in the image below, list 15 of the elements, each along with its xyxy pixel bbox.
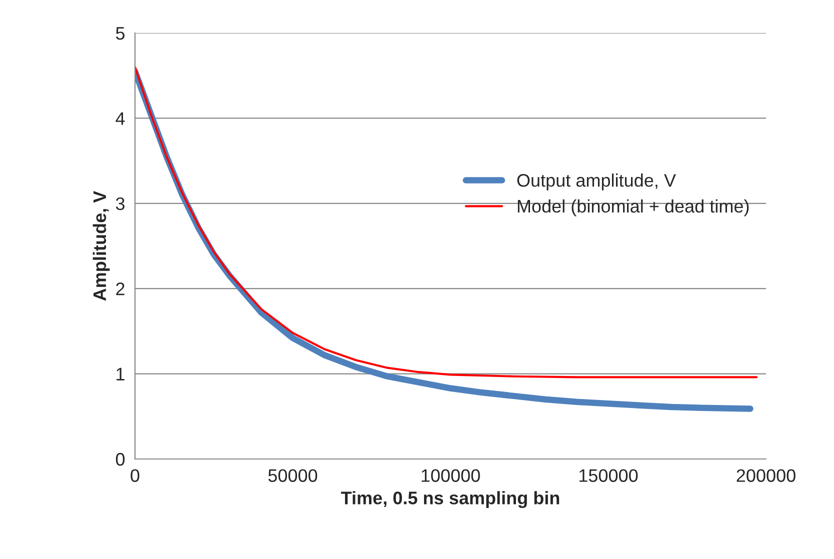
y-tick-label: 0 <box>116 452 125 466</box>
legend-label: Output amplitude, V <box>517 174 676 190</box>
y-tick-label: 2 <box>116 282 124 296</box>
legend-label: Model (binomial + dead time) <box>518 199 749 216</box>
y-tick-label: 5 <box>116 27 125 40</box>
x-tick-label: 50000 <box>268 469 318 482</box>
x-tick-label: 200000 <box>736 469 796 482</box>
y-tick-label: 1 <box>116 368 124 380</box>
x-axis-title: Time, 0.5 ns sampling bin <box>341 491 560 508</box>
y-axis-title: Amplitude, V <box>92 190 110 301</box>
y-tick-label: 3 <box>116 197 124 210</box>
x-tick-label: 0 <box>130 469 140 482</box>
y-tick-label: 4 <box>116 112 125 125</box>
x-tick-label: 150000 <box>580 469 638 482</box>
x-tick-label: 100000 <box>422 469 480 482</box>
